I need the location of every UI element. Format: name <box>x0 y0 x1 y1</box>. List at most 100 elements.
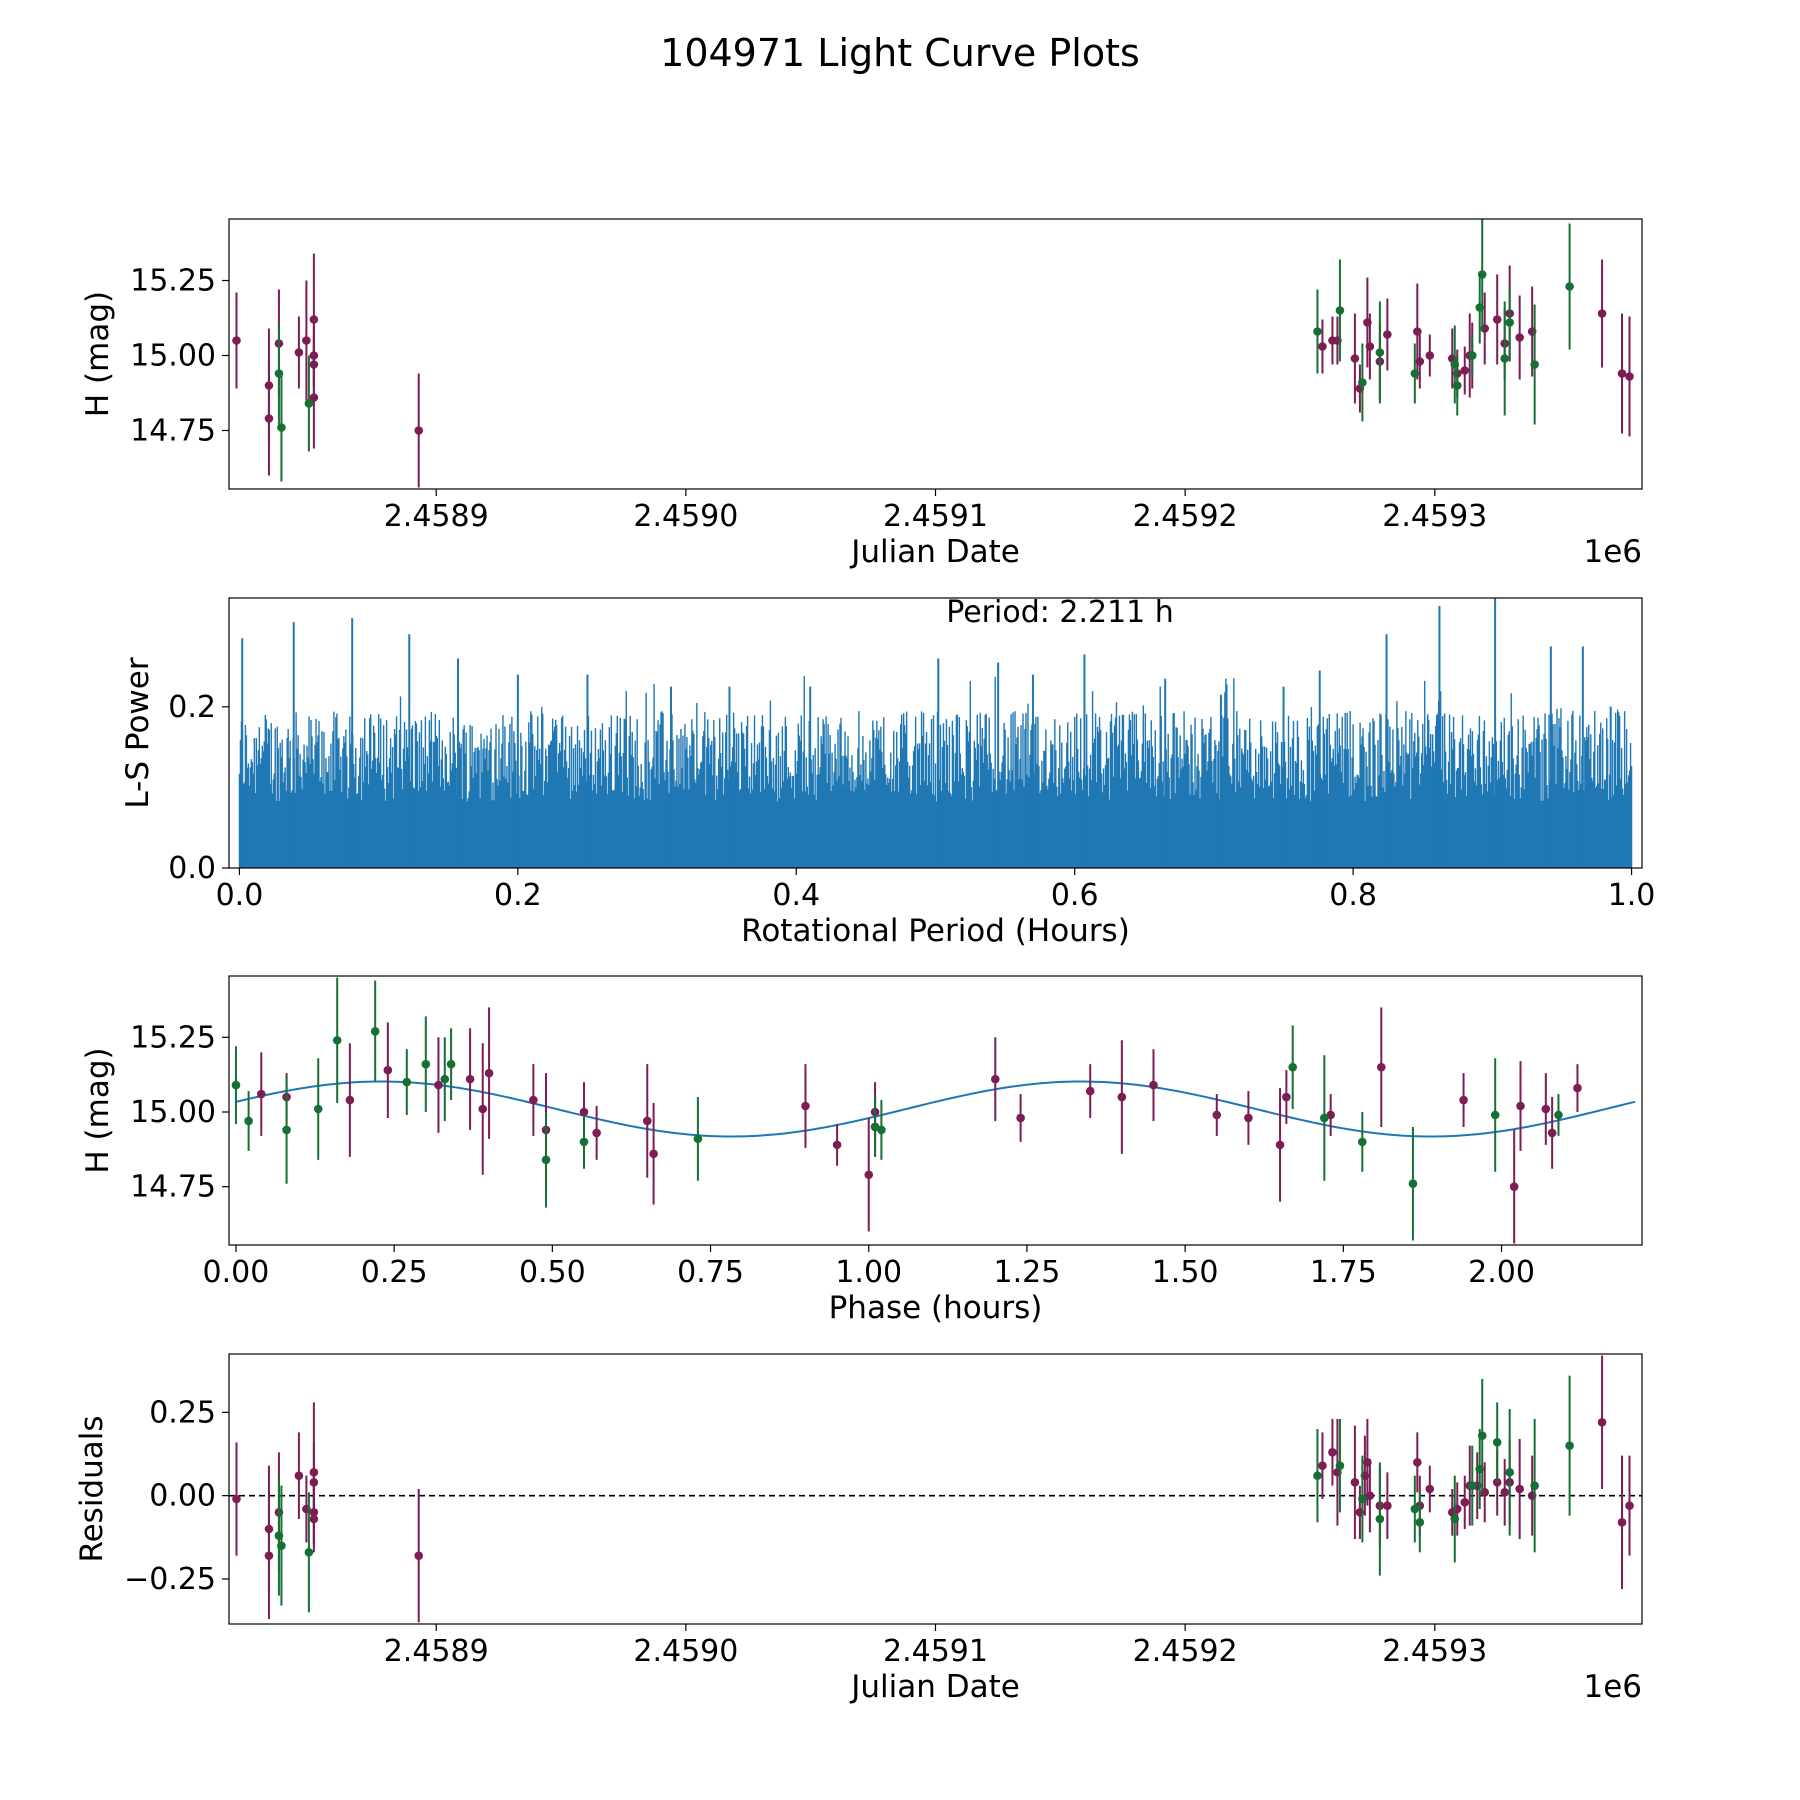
phased-r-point-25 <box>1244 1091 1253 1145</box>
phased-g-point-10 <box>541 1111 551 1208</box>
residuals-g-point-4 <box>1335 1419 1345 1513</box>
data-point <box>264 1551 274 1560</box>
data-point <box>1335 1461 1345 1470</box>
phased-g-point-8 <box>440 1037 450 1121</box>
x-axis-label: Phase (hours) <box>829 1290 1043 1326</box>
phased-r-point-34 <box>1547 1097 1557 1169</box>
phased-g-point-5 <box>370 980 380 1083</box>
data-point <box>421 1059 431 1069</box>
lightcurve-r-point-25 <box>1460 346 1470 395</box>
phased-r-point-13 <box>649 1103 658 1205</box>
data-point <box>801 1101 810 1111</box>
phased-r-point-27 <box>1282 1070 1291 1124</box>
data-point <box>434 1080 443 1090</box>
phased-r-point-22 <box>1117 1040 1127 1154</box>
lightcurve-g-point-6 <box>1375 301 1385 404</box>
data-point <box>1505 1468 1514 1477</box>
y-tick-label: 14.75 <box>130 414 216 449</box>
data-point <box>541 1155 551 1165</box>
phased-g-point-6 <box>402 1049 412 1115</box>
phased-r-point-8 <box>529 1064 538 1136</box>
phased-r-point-31 <box>1509 1129 1519 1244</box>
x-tick-label: 1.50 <box>1152 1255 1219 1290</box>
data-point <box>1492 1438 1502 1447</box>
residuals-r-point-23 <box>1425 1465 1435 1513</box>
lightcurve-r-point-19 <box>1383 298 1392 371</box>
lightcurve-g-point-5 <box>1358 343 1367 422</box>
phased-r-point-23 <box>1149 1049 1158 1121</box>
data-point <box>1117 1092 1127 1102</box>
data-point <box>440 1074 450 1084</box>
data-point <box>294 348 304 357</box>
x-axis-label: Julian Date <box>849 1669 1020 1705</box>
data-point <box>402 1077 412 1087</box>
residuals-g-point-7 <box>1410 1475 1420 1543</box>
residuals-r-point-31 <box>1500 1459 1509 1526</box>
data-point <box>1275 1140 1285 1150</box>
residuals-g-point-9 <box>1450 1475 1460 1563</box>
phased-r-point-35 <box>1573 1064 1582 1112</box>
phased-r-point-14 <box>801 1064 810 1148</box>
data-point <box>1413 1458 1422 1467</box>
data-point <box>1358 1494 1367 1504</box>
x-tick-label: 0.75 <box>677 1255 744 1290</box>
phased-r-point-33 <box>1541 1073 1551 1145</box>
data-point <box>1625 372 1634 381</box>
data-point <box>1085 1086 1095 1096</box>
residuals-panel: 2.4589 2.4590 2.4591 2.4592 2.4593 −0.25 0.00 0… <box>74 1353 1643 1705</box>
phased-g-point-0 <box>231 1046 241 1124</box>
residuals-g-point-13 <box>1492 1402 1502 1483</box>
x-tick-label: 0.8 <box>1329 878 1377 913</box>
data-point <box>1530 1481 1539 1490</box>
y-tick-label: 0.00 <box>149 1479 216 1514</box>
data-point <box>1408 1179 1418 1189</box>
data-point <box>1492 315 1502 324</box>
phased-axes-frame <box>228 975 1643 1246</box>
residuals-g-point-3 <box>1313 1429 1322 1523</box>
data-point <box>1625 1501 1634 1510</box>
phased-g-point-2 <box>282 1076 291 1184</box>
phased-r-point-0 <box>256 1052 266 1136</box>
data-point <box>332 1035 342 1045</box>
lightcurve-r-point-22 <box>1425 334 1435 377</box>
y-tick-label: 15.25 <box>130 264 216 299</box>
residuals-g-point-14 <box>1505 1409 1514 1536</box>
data-point <box>1415 1518 1425 1527</box>
phased-r-point-19 <box>990 1037 1000 1121</box>
phased-g-point-13 <box>870 1097 880 1157</box>
x-tick-label: 2.4591 <box>883 1634 988 1669</box>
data-point <box>1490 1110 1500 1120</box>
residuals-r-point-18 <box>1365 1459 1375 1533</box>
data-point <box>1410 369 1420 378</box>
data-point <box>1530 360 1539 369</box>
periodogram-annotation: Period: 2.211 h <box>946 595 1174 630</box>
data-point <box>1318 1461 1327 1470</box>
x-axis-label: Rotational Period (Hours) <box>741 913 1130 949</box>
lightcurve-r-point-2 <box>264 361 274 476</box>
y-tick-label: 15.25 <box>130 1020 216 1055</box>
data-point <box>1413 327 1422 336</box>
phased-r-point-32 <box>1516 1061 1525 1151</box>
residuals-g-point-1 <box>277 1485 286 1606</box>
residuals-r-point-12 <box>1328 1419 1337 1486</box>
data-point <box>1509 1182 1519 1192</box>
x-tick-label: 0.50 <box>519 1255 586 1290</box>
data-point <box>1383 1501 1392 1510</box>
data-point <box>592 1128 601 1138</box>
data-point <box>1565 1441 1574 1450</box>
periodogram-line <box>238 675 1633 868</box>
lightcurve-panel: 2.4589 2.4590 2.4591 2.4592 2.4593 14.75 15.00… <box>80 218 1643 570</box>
data-point <box>1365 1491 1375 1500</box>
residuals-r-point-37 <box>1625 1455 1634 1556</box>
x-tick-label: 2.4591 <box>883 499 988 534</box>
phased-g-point-12 <box>693 1097 703 1181</box>
data-point <box>1450 1514 1460 1524</box>
residuals-r-point-14 <box>1350 1425 1360 1539</box>
residuals-r-point-4 <box>294 1432 304 1519</box>
phased-g-point-17 <box>1358 1111 1367 1172</box>
data-point <box>1460 366 1470 375</box>
data-point <box>345 1095 355 1105</box>
y-tick-label: 0.2 <box>168 690 216 725</box>
residuals-g-point-12 <box>1477 1379 1487 1493</box>
residuals-r-point-35 <box>1597 1355 1607 1489</box>
